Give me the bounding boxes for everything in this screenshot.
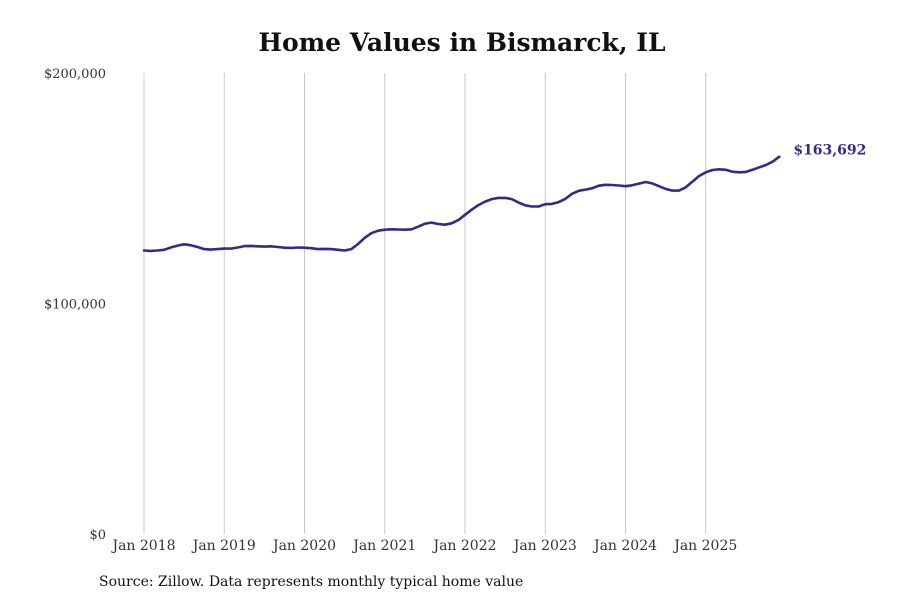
series-layer: $163,692	[142, 143, 866, 253]
y-tick-label: $100,000	[44, 298, 106, 313]
x-tick-label: Jan 2022	[431, 538, 496, 554]
x-tick-label: Jan 2021	[351, 538, 416, 554]
series-line	[142, 155, 781, 253]
x-tick-label: Jan 2019	[191, 538, 256, 554]
chart-title: Home Values in Bismarck, IL	[258, 28, 666, 57]
x-tick-label: Jan 2025	[672, 538, 737, 554]
y-tick-label: $0	[89, 528, 106, 543]
x-tick-label: Jan 2018	[110, 538, 175, 554]
end-value-label: $163,692	[793, 143, 866, 159]
source-note: Source: Zillow. Data represents monthly …	[99, 574, 524, 590]
y-axis-ticks: $0 $100,000 $200,000	[44, 67, 106, 543]
x-tick-label: Jan 2024	[592, 538, 657, 554]
x-tick-label: Jan 2023	[512, 538, 577, 554]
x-axis-ticks: Jan 2018 Jan 2019 Jan 2020 Jan 2021 Jan 2022…	[110, 538, 737, 554]
y-tick-label: $200,000	[44, 67, 106, 82]
x-tick-label: Jan 2020	[271, 538, 336, 554]
gridlines	[143, 73, 707, 534]
